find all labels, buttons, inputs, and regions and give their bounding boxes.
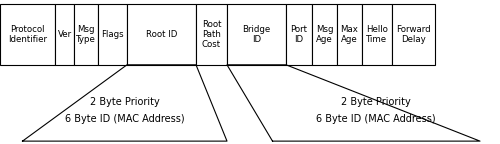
- Text: Bridge
ID: Bridge ID: [242, 25, 270, 44]
- Bar: [127, 4, 196, 65]
- Bar: [337, 4, 362, 65]
- Text: Root
Path
Cost: Root Path Cost: [202, 20, 222, 49]
- Text: 6 Byte ID (MAC Address): 6 Byte ID (MAC Address): [316, 114, 436, 124]
- Bar: [227, 4, 286, 65]
- Text: Ver: Ver: [58, 30, 71, 39]
- Bar: [74, 4, 98, 65]
- Bar: [312, 4, 337, 65]
- Text: 2 Byte Priority: 2 Byte Priority: [90, 97, 160, 107]
- Bar: [98, 4, 127, 65]
- Text: 2 Byte Priority: 2 Byte Priority: [342, 97, 411, 107]
- Text: Flags: Flags: [101, 30, 124, 39]
- Text: Max
Age: Max Age: [340, 25, 358, 44]
- Text: Msg
Type: Msg Type: [76, 25, 96, 44]
- Text: Forward
Delay: Forward Delay: [396, 25, 431, 44]
- Bar: [362, 4, 392, 65]
- Bar: [55, 4, 74, 65]
- Bar: [0, 4, 55, 65]
- Text: 6 Byte ID (MAC Address): 6 Byte ID (MAC Address): [65, 114, 184, 124]
- Text: Msg
Age: Msg Age: [316, 25, 333, 44]
- Bar: [392, 4, 435, 65]
- Bar: [196, 4, 227, 65]
- Text: Hello
Time: Hello Time: [366, 25, 388, 44]
- Text: Protocol
Identifier: Protocol Identifier: [8, 25, 47, 44]
- Bar: [286, 4, 312, 65]
- Text: Root ID: Root ID: [146, 30, 177, 39]
- Text: Port
ID: Port ID: [290, 25, 308, 44]
